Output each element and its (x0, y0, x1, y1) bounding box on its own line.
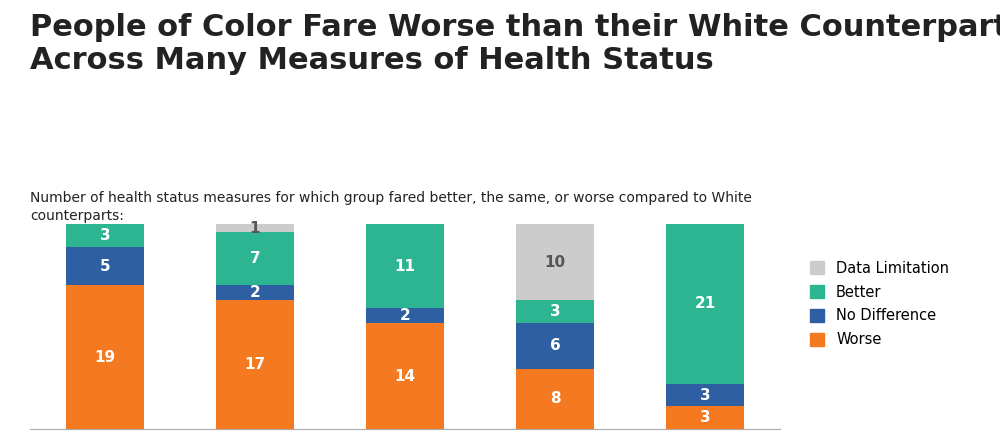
Text: Number of health status measures for which group fared better, the same, or wors: Number of health status measures for whi… (30, 191, 752, 223)
Bar (516, 368, 594, 429)
Bar (666, 224, 744, 384)
Text: 3: 3 (100, 228, 110, 243)
Bar (66, 285, 144, 429)
Text: 11: 11 (394, 258, 416, 273)
Text: 5: 5 (100, 258, 110, 273)
Bar (366, 308, 444, 323)
Bar (516, 323, 594, 368)
Text: 3: 3 (700, 388, 710, 403)
Text: 8: 8 (550, 392, 560, 406)
Text: 2: 2 (400, 308, 410, 323)
Bar (666, 406, 744, 429)
Bar (216, 224, 294, 232)
Text: 14: 14 (394, 369, 416, 384)
Bar (516, 224, 594, 300)
Text: 6: 6 (550, 338, 560, 353)
Text: 2: 2 (250, 285, 260, 300)
Bar (366, 323, 444, 429)
Bar (366, 224, 444, 308)
Text: 19: 19 (94, 350, 116, 364)
Legend: Data Limitation, Better, No Difference, Worse: Data Limitation, Better, No Difference, … (810, 261, 949, 347)
Bar (66, 224, 144, 247)
Bar (516, 300, 594, 323)
Text: People of Color Fare Worse than their White Counterparts
Across Many Measures of: People of Color Fare Worse than their Wh… (30, 13, 1000, 74)
Text: 10: 10 (544, 255, 566, 270)
Text: 17: 17 (244, 357, 266, 372)
Bar (666, 384, 744, 406)
Text: 1: 1 (250, 221, 260, 236)
Bar (216, 285, 294, 300)
Bar (216, 300, 294, 429)
Text: 21: 21 (694, 297, 716, 311)
Text: 7: 7 (250, 251, 260, 266)
Bar (216, 232, 294, 285)
Bar (66, 247, 144, 285)
Text: 3: 3 (700, 410, 710, 425)
Text: 3: 3 (550, 304, 560, 319)
